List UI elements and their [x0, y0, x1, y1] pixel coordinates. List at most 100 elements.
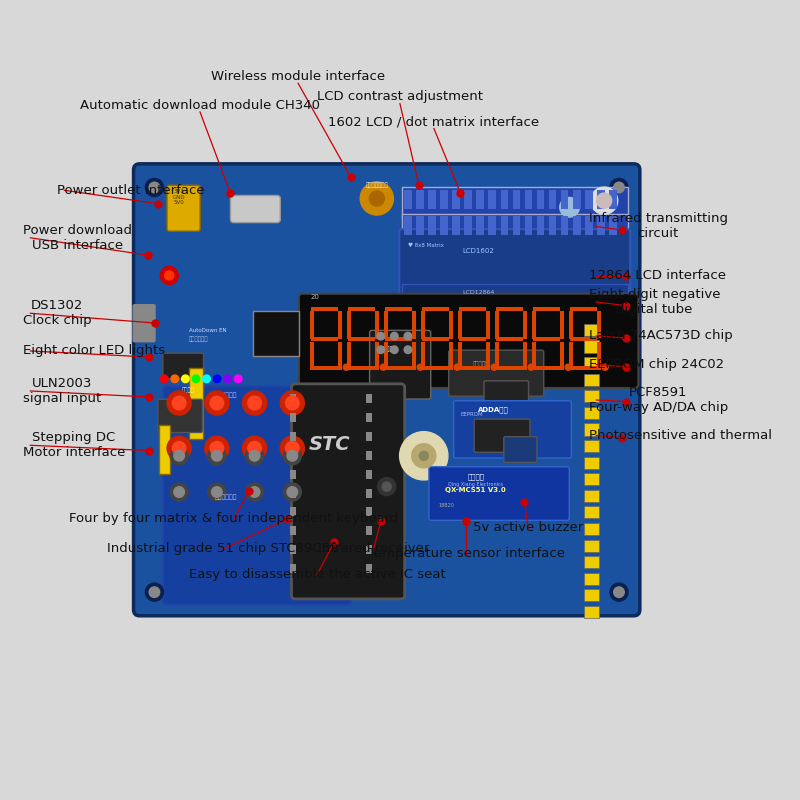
Bar — [366, 489, 372, 498]
FancyBboxPatch shape — [299, 294, 638, 388]
Text: 5v active buzzer: 5v active buzzer — [473, 521, 583, 534]
Bar — [534, 366, 560, 370]
Circle shape — [149, 182, 160, 193]
Bar — [366, 564, 372, 573]
Bar — [311, 366, 338, 370]
Bar — [290, 545, 296, 554]
Circle shape — [250, 450, 260, 461]
Circle shape — [211, 450, 222, 461]
Bar — [513, 190, 520, 209]
Circle shape — [170, 446, 188, 465]
Circle shape — [205, 391, 229, 415]
Bar — [290, 489, 296, 498]
Circle shape — [390, 332, 398, 340]
Bar — [384, 342, 388, 370]
Circle shape — [242, 391, 266, 415]
Bar — [290, 507, 296, 517]
Text: ♥ 8x8 Matrix: ♥ 8x8 Matrix — [408, 243, 444, 248]
Circle shape — [404, 332, 412, 340]
Text: 12864 LCD interface: 12864 LCD interface — [589, 269, 726, 282]
Text: 3V3
GND
5V0: 3V3 GND 5V0 — [172, 189, 185, 206]
Text: Eight-digit negative
digital tube: Eight-digit negative digital tube — [589, 288, 720, 316]
Text: 无线模块: 无线模块 — [383, 346, 398, 352]
Bar — [585, 190, 593, 209]
FancyBboxPatch shape — [454, 401, 571, 458]
Bar — [584, 523, 599, 535]
Bar — [348, 366, 375, 370]
Circle shape — [287, 450, 298, 461]
Text: PCF8591
Four-way AD/DA chip: PCF8591 Four-way AD/DA chip — [589, 386, 728, 414]
Circle shape — [614, 587, 624, 598]
FancyBboxPatch shape — [474, 419, 530, 452]
Circle shape — [590, 187, 618, 214]
Circle shape — [360, 182, 394, 215]
Bar — [290, 413, 296, 422]
Text: 自动下载模块: 自动下载模块 — [189, 337, 209, 342]
Text: ADDA模块: ADDA模块 — [478, 406, 508, 413]
Bar — [348, 306, 375, 310]
Circle shape — [286, 396, 299, 410]
Circle shape — [248, 396, 262, 410]
Bar — [310, 310, 314, 338]
Circle shape — [280, 391, 304, 415]
Circle shape — [146, 583, 163, 602]
Bar — [537, 217, 544, 235]
Bar — [584, 506, 599, 518]
FancyBboxPatch shape — [167, 186, 200, 231]
Text: Infrared transmitting
circuit: Infrared transmitting circuit — [589, 213, 727, 241]
Bar — [569, 342, 573, 370]
Bar — [501, 190, 508, 209]
FancyBboxPatch shape — [434, 498, 468, 520]
Circle shape — [283, 446, 302, 465]
Circle shape — [370, 191, 384, 206]
Text: Eight color LED lights: Eight color LED lights — [22, 345, 165, 358]
Bar — [254, 310, 298, 356]
Circle shape — [610, 178, 628, 197]
Circle shape — [560, 198, 579, 217]
Bar — [584, 423, 599, 435]
Bar — [561, 217, 569, 235]
Bar — [452, 217, 460, 235]
Bar — [452, 190, 460, 209]
Bar — [496, 337, 523, 341]
Circle shape — [242, 436, 266, 460]
Text: Qing Xiang Electronics: Qing Xiang Electronics — [448, 482, 503, 487]
Bar — [570, 366, 597, 370]
Bar — [338, 310, 342, 338]
Bar — [585, 217, 593, 235]
Bar — [584, 324, 599, 336]
Text: ULN2003
signal input: ULN2003 signal input — [22, 377, 101, 405]
Bar — [412, 342, 416, 370]
Circle shape — [283, 483, 302, 501]
Circle shape — [343, 364, 350, 370]
Circle shape — [553, 190, 586, 224]
Bar — [495, 342, 499, 370]
Bar — [311, 337, 338, 341]
Bar — [338, 342, 342, 370]
FancyBboxPatch shape — [429, 466, 570, 520]
Bar — [290, 432, 296, 441]
Bar — [440, 190, 448, 209]
Bar — [366, 526, 372, 535]
Bar — [537, 190, 544, 209]
Circle shape — [170, 483, 188, 501]
Bar — [496, 366, 523, 370]
Text: 矩阵键盘模块: 矩阵键盘模块 — [215, 392, 238, 398]
Circle shape — [248, 442, 262, 455]
Bar — [501, 217, 508, 235]
Circle shape — [377, 346, 385, 354]
Text: Stepping DC
Motor interface: Stepping DC Motor interface — [22, 431, 125, 459]
Bar — [375, 342, 379, 370]
Bar — [584, 357, 599, 369]
Bar — [549, 190, 557, 209]
Circle shape — [160, 266, 178, 285]
Bar — [290, 451, 296, 460]
Bar — [422, 366, 449, 370]
Bar — [290, 470, 296, 478]
Bar — [489, 217, 496, 235]
Circle shape — [202, 375, 210, 382]
Bar — [584, 490, 599, 502]
Bar — [573, 190, 581, 209]
Text: Easy to disassemble the active IC seat: Easy to disassemble the active IC seat — [189, 567, 446, 581]
Text: 数码管锁存: 数码管锁存 — [473, 362, 489, 367]
